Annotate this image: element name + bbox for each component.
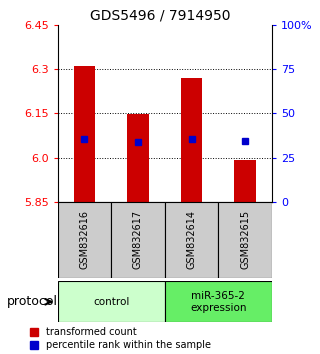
Bar <box>218 202 272 278</box>
Legend: transformed count, percentile rank within the sample: transformed count, percentile rank withi… <box>30 327 211 350</box>
Text: control: control <box>93 297 129 307</box>
Bar <box>235 160 256 202</box>
Text: GSM832616: GSM832616 <box>79 210 89 269</box>
Bar <box>58 202 111 278</box>
Text: GDS5496 / 7914950: GDS5496 / 7914950 <box>90 9 230 23</box>
Text: miR-365-2
expression: miR-365-2 expression <box>190 291 247 313</box>
Bar <box>165 202 218 278</box>
Bar <box>111 202 165 278</box>
Text: GSM832617: GSM832617 <box>133 210 143 269</box>
Bar <box>165 281 272 322</box>
Bar <box>58 281 165 322</box>
Bar <box>74 66 95 202</box>
Bar <box>181 78 202 202</box>
Text: protocol: protocol <box>6 295 57 308</box>
Text: GSM832614: GSM832614 <box>187 210 196 269</box>
Bar <box>127 114 149 202</box>
Text: GSM832615: GSM832615 <box>240 210 250 269</box>
